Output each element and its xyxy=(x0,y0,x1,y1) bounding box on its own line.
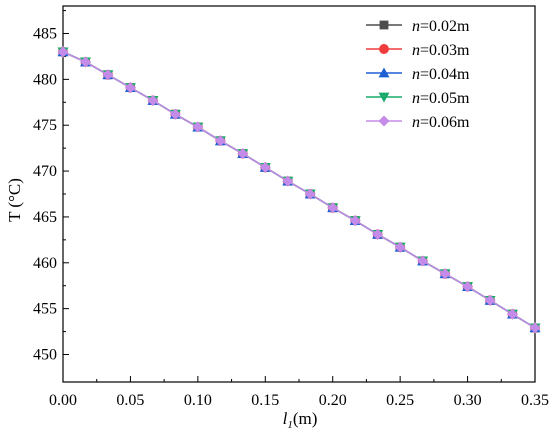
x-axis-title: l1(m) xyxy=(283,409,318,431)
x-axis-title-sub: 1 xyxy=(287,419,293,431)
legend-label-value: =0.04m xyxy=(420,66,470,83)
data-point xyxy=(102,69,114,81)
legend-label: n=0.03m xyxy=(412,42,470,59)
y-tick-label: 460 xyxy=(33,255,57,272)
series-line xyxy=(62,51,536,329)
data-point xyxy=(349,215,361,227)
x-axis-title-unit: (m) xyxy=(293,409,318,428)
legend-label-value: =0.05m xyxy=(420,90,470,107)
x-tick-label: 0.00 xyxy=(49,392,77,409)
legend-item: n=0.05m xyxy=(366,90,470,107)
data-point xyxy=(462,281,474,293)
data-point xyxy=(147,94,159,106)
data-point xyxy=(214,135,226,147)
y-tick-label: 455 xyxy=(33,301,57,318)
data-point xyxy=(304,188,316,200)
y-tick-label: 465 xyxy=(33,209,57,226)
legend-marker xyxy=(378,67,390,78)
x-tick-label: 0.05 xyxy=(116,392,144,409)
legend-item: n=0.04m xyxy=(366,66,470,83)
plot-frame xyxy=(62,5,536,383)
data-point xyxy=(506,308,518,320)
data-point xyxy=(394,241,406,253)
series-layer xyxy=(57,46,541,334)
legend-marker xyxy=(379,20,389,30)
data-point xyxy=(57,46,69,58)
legend-marker xyxy=(378,115,390,127)
x-tick-label: 0.30 xyxy=(454,392,482,409)
x-tick-label: 0.25 xyxy=(386,392,414,409)
legend-label-variable: n xyxy=(412,90,420,107)
x-axis: 0.00 0.05 0.10 0.15 0.20 0.25 0.30 0.35 xyxy=(49,376,549,409)
legend-label-variable: n xyxy=(412,42,420,59)
legend-label-variable: n xyxy=(412,18,420,35)
y-tick-label: 485 xyxy=(33,26,57,43)
legend-item: n=0.06m xyxy=(366,114,470,131)
series-5 xyxy=(57,46,541,334)
data-point xyxy=(529,322,541,334)
data-point xyxy=(80,56,92,68)
legend-label-variable: n xyxy=(412,66,420,83)
y-tick-label: 475 xyxy=(33,117,57,134)
data-point xyxy=(282,175,294,187)
legend-marker xyxy=(378,92,390,103)
y-tick-label: 450 xyxy=(33,346,57,363)
data-point xyxy=(259,161,271,173)
legend-label-value: =0.06m xyxy=(420,114,470,131)
data-point xyxy=(237,148,249,160)
y-axis-title: T (°C) xyxy=(5,178,24,222)
data-point xyxy=(417,255,429,267)
data-point xyxy=(372,228,384,240)
legend-marker xyxy=(379,44,389,54)
legend-label-value: =0.03m xyxy=(420,42,470,59)
data-point xyxy=(484,294,496,306)
legend-label: n=0.06m xyxy=(412,114,470,131)
legend-label: n=0.02m xyxy=(412,18,470,35)
data-point xyxy=(169,108,181,120)
x-tick-label: 0.10 xyxy=(184,392,212,409)
data-point xyxy=(192,121,204,133)
y-axis: 450 455 460 465 470 475 480 485 xyxy=(33,10,69,363)
data-point xyxy=(327,202,339,214)
plot-area xyxy=(62,5,536,383)
legend-label: n=0.04m xyxy=(412,66,470,83)
y-tick-label: 470 xyxy=(33,163,57,180)
data-point xyxy=(439,268,451,280)
legend-item: n=0.02m xyxy=(366,18,470,35)
x-tick-label: 0.35 xyxy=(521,392,549,409)
x-axis-title-main: l xyxy=(283,409,288,428)
legend-label-variable: n xyxy=(412,114,420,131)
x-tick-label: 0.15 xyxy=(251,392,279,409)
x-tick-label: 0.20 xyxy=(319,392,347,409)
legend-item: n=0.03m xyxy=(366,42,470,59)
legend-label: n=0.05m xyxy=(412,90,470,107)
data-point xyxy=(124,82,136,94)
y-tick-label: 480 xyxy=(33,71,57,88)
legend-label-value: =0.02m xyxy=(420,18,470,35)
